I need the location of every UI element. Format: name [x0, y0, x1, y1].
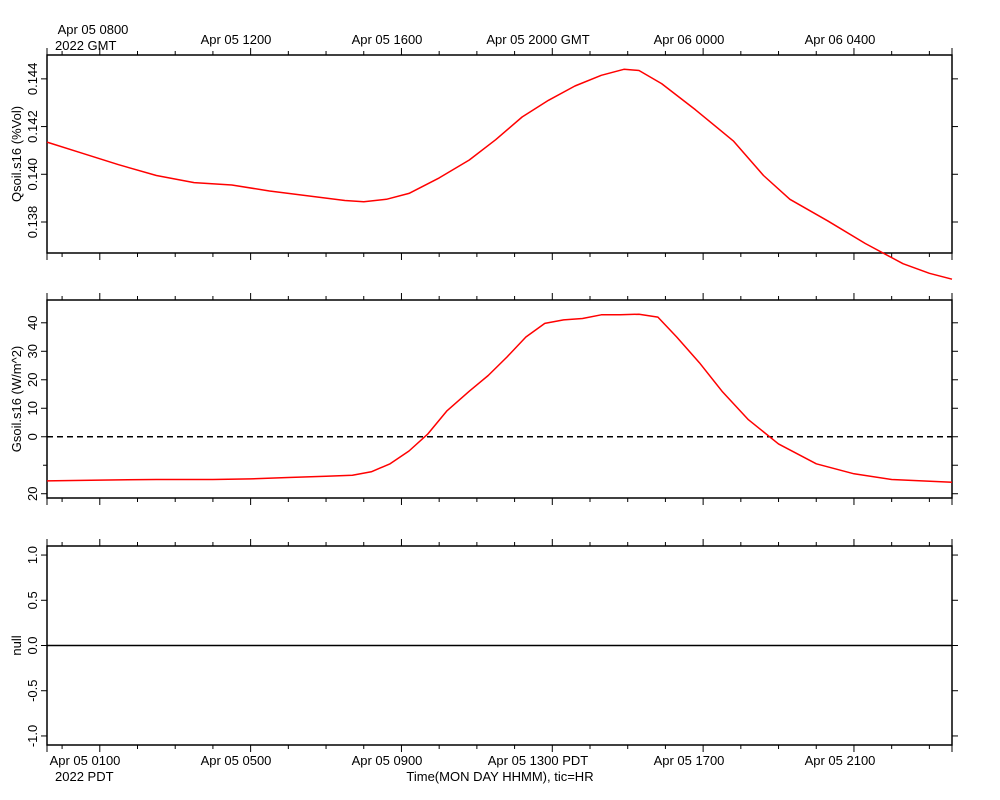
top-axis-label-0400: Apr 06 0400 — [805, 32, 876, 47]
panel-null: -1.0 -0.5 0.0 0.5 1.0 null — [9, 539, 958, 752]
y-tick-label: 10 — [25, 401, 40, 415]
bottom-axis-label-2100: Apr 05 2100 — [805, 753, 876, 768]
y-tick-label: -0.5 — [25, 680, 40, 702]
bottom-axis-label-1700: Apr 05 1700 — [654, 753, 725, 768]
y-axis-label: Qsoil.s16 (%Vol) — [9, 106, 24, 202]
y-tick-label: 0.144 — [25, 63, 40, 96]
bottom-axis-year-label: 2022 PDT — [55, 769, 114, 784]
top-axis-label-0000: Apr 06 0000 — [654, 32, 725, 47]
bottom-axis-label-0900: Apr 05 0900 — [352, 753, 423, 768]
y-tick-label: 0.140 — [25, 158, 40, 191]
y-tick-label: 20 — [25, 373, 40, 387]
series-line-qsoil — [46, 68, 953, 280]
series-line-gsoil — [46, 313, 953, 484]
top-axis-label-1600: Apr 05 1600 — [352, 32, 423, 47]
y-axis-label: Gsoil.s16 (W/m^2) — [9, 346, 24, 453]
y-tick-label: 1.0 — [25, 546, 40, 564]
y-tick-label: 0.5 — [25, 591, 40, 609]
bottom-axis-label-1300: Apr 05 1300 PDT — [488, 753, 589, 768]
y-tick-label: 0.0 — [25, 636, 40, 654]
plot-frame-qsoil — [46, 54, 953, 254]
panel-gsoil: 20 0 10 20 30 40 Gsoil.s16 (W/m^2) — [9, 293, 958, 505]
y-axis-label: null — [9, 635, 24, 655]
top-axis-label-2000: Apr 05 2000 GMT — [486, 32, 589, 47]
y-tick-label: 0 — [25, 433, 40, 440]
bottom-axis-label-0100: Apr 05 0100 — [50, 753, 121, 768]
x-axis-caption: Time(MON DAY HHMM), tic=HR — [406, 769, 593, 784]
top-axis-year-label: 2022 GMT — [55, 38, 116, 53]
plot-frame-gsoil — [46, 299, 953, 499]
y-tick-label: 40 — [25, 316, 40, 330]
bottom-axis-label-0500: Apr 05 0500 — [201, 753, 272, 768]
y-tick-label: 30 — [25, 344, 40, 358]
top-axis-first-label: Apr 05 0800 — [58, 22, 129, 37]
top-axis-label-1200: Apr 05 1200 — [201, 32, 272, 47]
y-tick-label: 0.138 — [25, 206, 40, 239]
y-tick-label: 20 — [25, 486, 40, 500]
y-tick-label: -1.0 — [25, 725, 40, 747]
y-tick-label: 0.142 — [25, 110, 40, 143]
